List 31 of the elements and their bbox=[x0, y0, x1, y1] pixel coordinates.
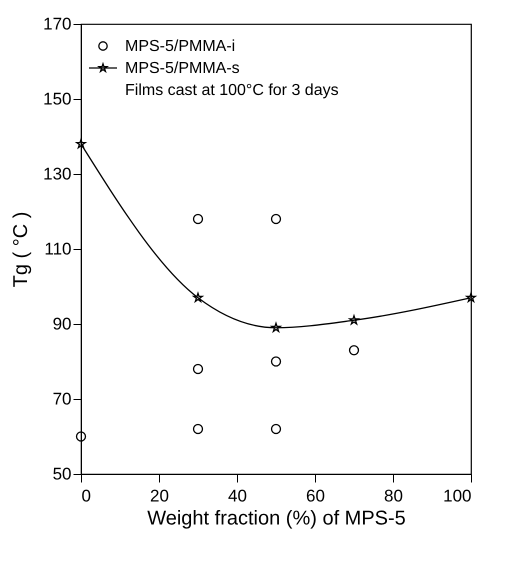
y-tick-label: 90 bbox=[52, 314, 72, 334]
y-tick-label: 170 bbox=[43, 14, 72, 34]
x-tick-label: 80 bbox=[384, 486, 403, 506]
point bbox=[192, 364, 204, 374]
point bbox=[76, 431, 86, 442]
y-tick-label: 150 bbox=[43, 90, 72, 108]
annotation: Films cast at 100°C for 3 days bbox=[125, 82, 339, 99]
x-tick-label: 20 bbox=[150, 486, 169, 506]
point bbox=[270, 424, 282, 434]
point bbox=[270, 214, 282, 224]
y-tick-label: 130 bbox=[43, 164, 72, 184]
point bbox=[349, 315, 359, 325]
legend-label: MPS-5/PMMA-i bbox=[125, 38, 236, 55]
legend-label: MPS-5/PMMA-s bbox=[125, 60, 240, 77]
y-tick-label: 50 bbox=[52, 464, 72, 484]
point bbox=[271, 322, 281, 332]
x-tick-label: 60 bbox=[306, 486, 325, 506]
x-axis-title: Weight fraction (%) of MPS-5 bbox=[147, 508, 406, 530]
point bbox=[193, 292, 203, 302]
point bbox=[76, 138, 86, 148]
y-tick-label: 110 bbox=[44, 240, 72, 258]
point bbox=[466, 292, 476, 302]
point bbox=[192, 214, 204, 224]
point bbox=[270, 356, 282, 367]
x-tick-label: 100 bbox=[443, 486, 472, 506]
point bbox=[192, 424, 204, 434]
x-tick-label: 0 bbox=[82, 486, 91, 506]
y-tick-label: 70 bbox=[52, 390, 72, 408]
y-axis-title: Tg ( °C ) bbox=[10, 212, 32, 288]
point bbox=[348, 345, 360, 356]
x-tick-label: 40 bbox=[228, 486, 247, 506]
